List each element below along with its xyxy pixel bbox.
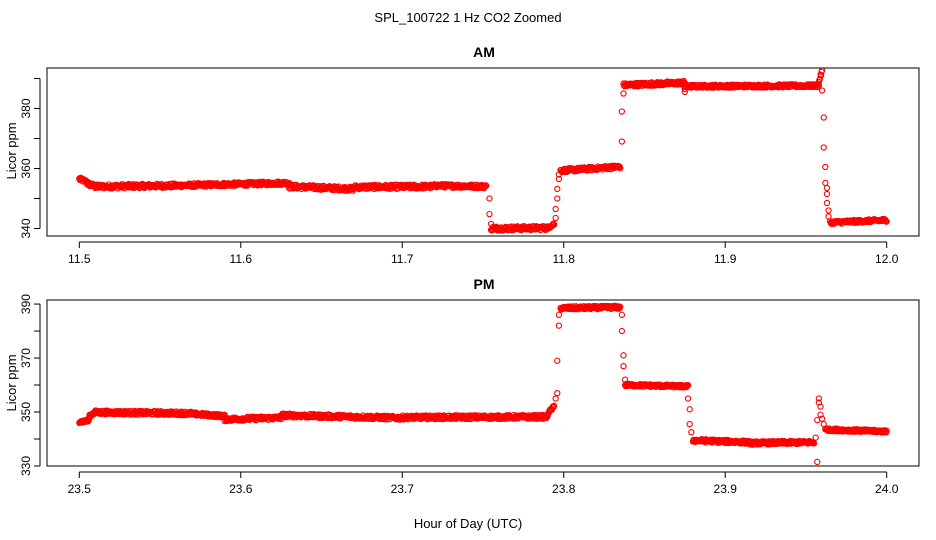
- x-tick-label: 23.5: [68, 482, 92, 496]
- data-point: [814, 458, 821, 466]
- data-point: [825, 207, 832, 214]
- data-point: [818, 415, 826, 422]
- data-points: [76, 302, 890, 466]
- data-point: [621, 376, 629, 383]
- data-point: [618, 327, 626, 335]
- data-point: [681, 85, 688, 93]
- data-point: [618, 138, 626, 145]
- data-point: [617, 165, 624, 172]
- data-point: [555, 171, 563, 178]
- data-point: [618, 108, 626, 115]
- x-tick-label: 12.0: [875, 252, 899, 266]
- x-tick-label: 23.9: [714, 482, 738, 496]
- data-point: [823, 184, 831, 192]
- panel-title: AM: [473, 44, 495, 60]
- data-point: [486, 210, 493, 218]
- x-axis-label: Hour of Day (UTC): [414, 516, 522, 531]
- data-point: [883, 218, 890, 225]
- data-point: [550, 221, 558, 228]
- data-point: [552, 205, 559, 213]
- data-point: [620, 90, 627, 97]
- y-tick-label: 370: [19, 348, 33, 368]
- data-point: [554, 357, 561, 364]
- data-point: [620, 362, 627, 370]
- data-point: [817, 403, 824, 410]
- data-point: [552, 395, 559, 402]
- data-point: [820, 144, 827, 151]
- data-point: [818, 68, 826, 74]
- y-axis: 330 350 370 390: [19, 294, 41, 476]
- data-point: [555, 322, 563, 329]
- data-point: [555, 175, 563, 183]
- x-tick-label: 11.5: [68, 252, 91, 266]
- data-point: [681, 88, 688, 96]
- x-tick-label: 24.0: [875, 482, 899, 496]
- data-point: [684, 395, 692, 402]
- data-point: [618, 311, 626, 318]
- data-point: [816, 75, 824, 83]
- data-point: [825, 213, 832, 220]
- data-point: [554, 195, 561, 202]
- plot-frame: [46, 67, 920, 237]
- data-point: [483, 182, 490, 189]
- panel-title: PM: [474, 276, 495, 292]
- y-tick-label: 380: [19, 98, 33, 118]
- plot-frame: [46, 299, 920, 467]
- x-tick-label: 11.6: [230, 252, 253, 266]
- x-tick-label: 11.7: [391, 252, 414, 266]
- y-tick-label: 390: [19, 294, 33, 314]
- chart-panel-am: AM Licor ppm 11.5 11.6 11.7 11.8 11.9 12.0 340…: [4, 44, 920, 266]
- x-tick-label: 23.6: [229, 482, 253, 496]
- data-point: [686, 421, 693, 428]
- x-tick-label: 23.7: [391, 482, 415, 496]
- data-point: [620, 352, 627, 359]
- data-point: [815, 395, 823, 402]
- data-point: [810, 440, 818, 447]
- x-axis: 23.5 23.6 23.7 23.8 23.9 24.0: [68, 471, 899, 496]
- data-point: [686, 406, 693, 413]
- data-point: [486, 195, 493, 202]
- data-point: [812, 434, 819, 441]
- y-axis-label: Licor ppm: [4, 354, 19, 411]
- data-point: [617, 303, 624, 311]
- data-point: [820, 114, 827, 121]
- x-tick-label: 11.8: [553, 252, 576, 266]
- data-point: [823, 190, 831, 198]
- data-point: [684, 382, 692, 389]
- chart-panel-pm: PM Licor ppm 23.5 23.6 23.7 23.8 23.9 24.0 330…: [4, 276, 920, 496]
- y-tick-label: 350: [19, 402, 33, 422]
- data-points: [76, 68, 890, 234]
- data-point: [487, 220, 495, 228]
- x-axis: 11.5 11.6 11.7 11.8 11.9 12.0: [68, 241, 899, 266]
- data-point: [822, 163, 829, 171]
- y-axis: 340 360 380: [19, 78, 41, 239]
- data-point: [883, 427, 890, 434]
- x-tick-label: 23.8: [552, 482, 576, 496]
- y-tick-label: 330: [19, 456, 33, 476]
- y-tick-label: 360: [19, 158, 33, 178]
- data-point: [688, 429, 695, 436]
- data-point: [554, 389, 561, 397]
- data-point: [818, 87, 826, 94]
- data-point: [552, 214, 559, 222]
- y-tick-label: 340: [19, 218, 33, 238]
- y-axis-label: Licor ppm: [4, 122, 19, 179]
- data-point: [817, 411, 824, 418]
- data-point: [554, 185, 561, 193]
- data-point: [555, 311, 563, 318]
- x-tick-label: 11.9: [714, 252, 737, 266]
- data-point: [820, 421, 827, 428]
- data-point: [550, 402, 558, 409]
- figure-title: SPL_100722 1 Hz CO2 Zoomed: [374, 10, 561, 25]
- data-point: [823, 199, 831, 207]
